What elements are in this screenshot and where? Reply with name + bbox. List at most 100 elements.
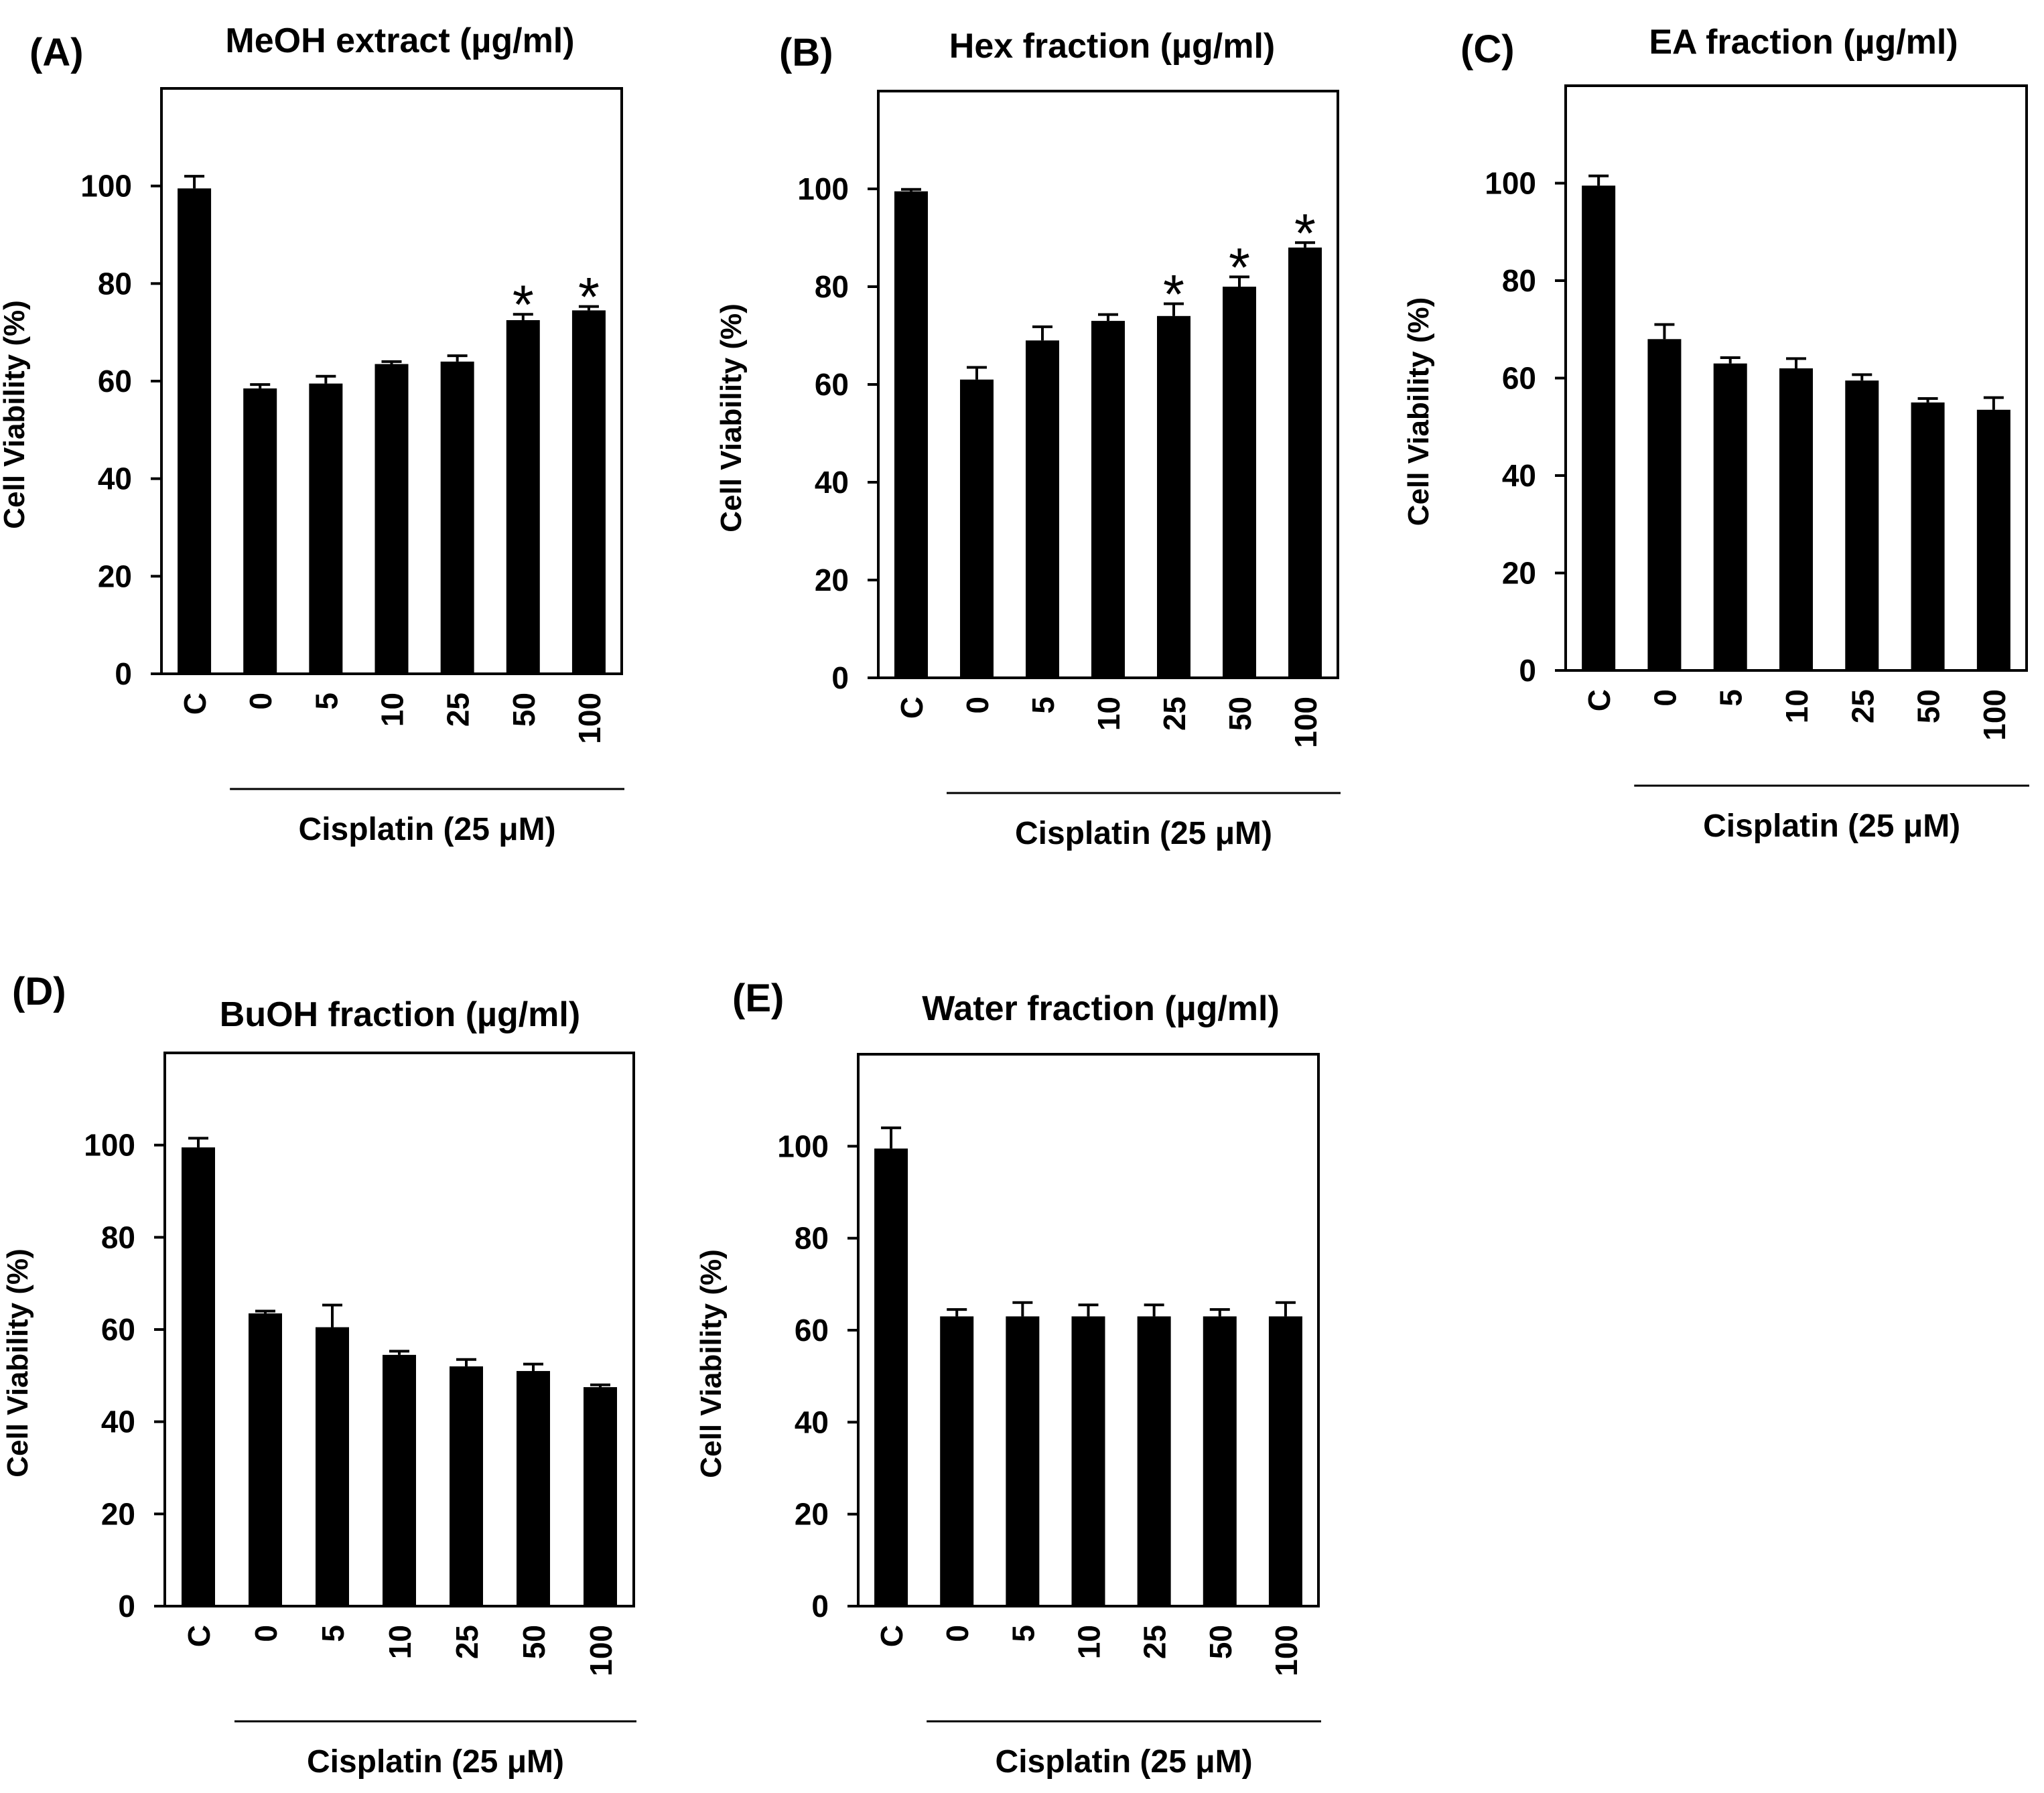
x-tick-label: 10 [1779, 689, 1814, 723]
x-tick-label: 0 [940, 1625, 975, 1642]
y-tick-label: 0 [811, 1589, 829, 1624]
y-axis-label: Cell Viability (%) [695, 1249, 728, 1478]
group-label: Cisplatin (25 μM) [307, 1744, 564, 1780]
x-tick-label: 5 [1026, 697, 1061, 714]
y-tick-label: 80 [98, 266, 132, 301]
bar [874, 1148, 908, 1606]
y-tick-label: 0 [118, 1589, 135, 1624]
bar [440, 361, 474, 674]
bar [383, 1354, 416, 1606]
bar [1006, 1316, 1040, 1606]
x-tick-label: 100 [1269, 1625, 1304, 1676]
x-tick-label: 50 [1911, 689, 1946, 723]
chart-title: MeOH extract (µg/ml) [225, 21, 574, 60]
bar [1779, 368, 1813, 670]
x-tick-label: 50 [1223, 697, 1257, 731]
bar [584, 1387, 617, 1606]
x-tick-label: 25 [450, 1625, 484, 1659]
chart-panel: (D) BuOH fraction (µg/ml) Cell Viability (… [1, 970, 636, 1780]
y-tick-label: 20 [98, 559, 132, 593]
x-tick-label: 100 [584, 1625, 618, 1676]
x-tick-label: 0 [243, 693, 278, 710]
bar [178, 188, 212, 674]
chart-panel: (B) Hex fraction (µg/ml) Cell Viability (%… [715, 27, 1341, 851]
x-tick-label: 50 [506, 693, 541, 727]
chart-title: EA fraction (µg/ml) [1649, 23, 1958, 62]
group-label: Cisplatin (25 μM) [1703, 808, 1960, 844]
y-tick-label: 80 [101, 1220, 135, 1254]
bar [1268, 1316, 1302, 1606]
chart-title: Hex fraction (µg/ml) [949, 27, 1275, 66]
x-tick-label: 25 [1157, 697, 1192, 731]
x-tick-label: 5 [1714, 689, 1749, 707]
bar [1911, 402, 1945, 670]
y-tick-label: 100 [1485, 166, 1536, 201]
panel-letter: (D) [12, 970, 66, 1013]
x-tick-label: 5 [309, 693, 344, 710]
y-tick-label: 40 [101, 1405, 135, 1439]
x-tick-label: C [178, 693, 212, 715]
chart-panel: (C) EA fraction (µg/ml) Cell Viability (%)… [1402, 23, 2029, 844]
y-tick-label: 20 [101, 1496, 135, 1531]
significance-marker: * [1229, 237, 1250, 298]
x-tick-label: 10 [383, 1625, 417, 1659]
bar [517, 1370, 550, 1606]
bar [506, 319, 540, 674]
x-tick-label: C [1582, 689, 1617, 711]
y-axis-label: Cell Viability (%) [1, 1248, 34, 1478]
group-label: Cisplatin (25 μM) [1015, 816, 1272, 851]
x-tick-label: C [182, 1625, 216, 1647]
x-tick-label: 25 [1138, 1625, 1172, 1659]
bar [1288, 247, 1322, 678]
bar [894, 191, 928, 678]
bar [1845, 380, 1879, 670]
bar [1137, 1316, 1171, 1606]
y-tick-label: 20 [815, 563, 849, 597]
chart-panel: (A) MeOH extract (µg/ml) Cell Viability (%… [0, 21, 624, 847]
y-tick-label: 60 [1502, 361, 1536, 396]
bar [249, 1313, 282, 1606]
x-tick-label: 5 [1006, 1625, 1040, 1642]
bar [1976, 409, 2011, 670]
y-axis-label: Cell Viability (%) [0, 300, 31, 529]
y-tick-label: 0 [1519, 653, 1536, 688]
bar [450, 1366, 483, 1606]
group-label: Cisplatin (25 μM) [996, 1744, 1253, 1780]
panel-letter: (A) [29, 31, 84, 74]
significance-marker: * [578, 267, 600, 328]
y-tick-label: 80 [1502, 263, 1536, 298]
x-tick-label: 100 [572, 693, 607, 744]
bar [1091, 321, 1125, 678]
bar [1713, 363, 1747, 670]
chart-title: BuOH fraction (µg/ml) [220, 995, 580, 1034]
y-tick-label: 60 [101, 1312, 135, 1347]
panel-letter: (C) [1460, 27, 1515, 71]
x-tick-label: 5 [316, 1625, 350, 1642]
bar [243, 388, 277, 674]
chart-title: Water fraction (µg/ml) [922, 989, 1280, 1028]
x-tick-label: 0 [960, 697, 995, 714]
y-tick-label: 0 [831, 660, 849, 695]
y-axis-label: Cell Viability (%) [715, 303, 748, 532]
y-tick-label: 20 [795, 1497, 829, 1532]
x-tick-label: 10 [1072, 1625, 1107, 1659]
x-tick-label: C [894, 697, 929, 719]
bar [1026, 340, 1059, 678]
bar [374, 364, 409, 674]
bar [182, 1147, 215, 1606]
x-tick-label: 25 [441, 693, 476, 727]
y-tick-label: 40 [795, 1405, 829, 1439]
bar [1647, 339, 1682, 670]
bar [1071, 1316, 1105, 1606]
y-tick-label: 100 [777, 1129, 829, 1163]
group-label: Cisplatin (25 μM) [299, 812, 556, 847]
bar [316, 1327, 349, 1606]
x-tick-label: 10 [375, 693, 410, 727]
bar [1157, 315, 1190, 678]
y-tick-label: 40 [98, 461, 132, 496]
x-tick-label: 25 [1845, 689, 1880, 723]
x-tick-label: C [874, 1625, 909, 1647]
y-tick-label: 100 [797, 171, 849, 206]
chart-panel: (E) Water fraction (µg/ml) Cell Viability … [695, 977, 1321, 1780]
